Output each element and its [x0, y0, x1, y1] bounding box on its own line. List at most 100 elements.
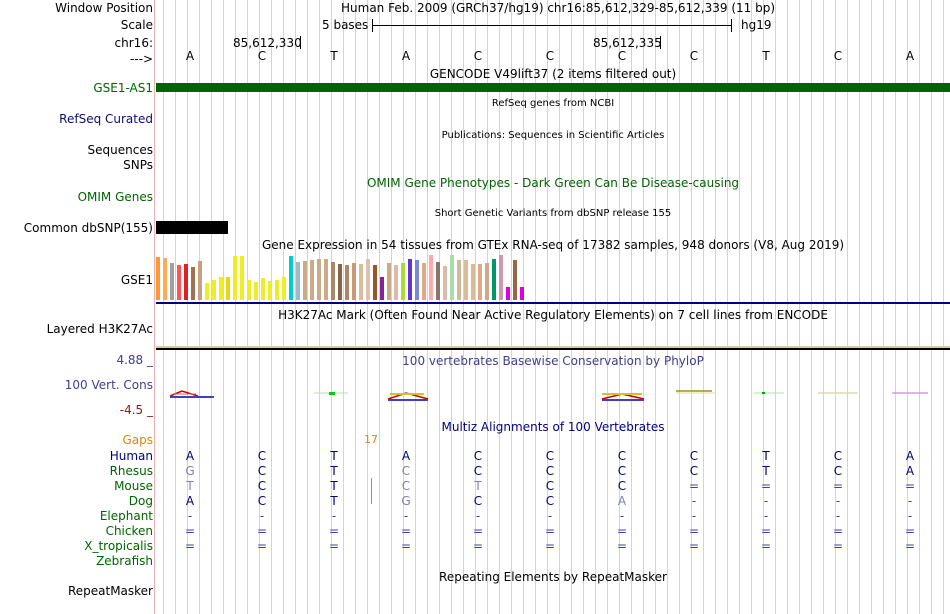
gtex-tissue-bar[interactable] — [506, 287, 510, 300]
species-label[interactable]: Rhesus — [109, 464, 153, 478]
gtex-tissue-bar[interactable] — [492, 259, 496, 300]
gtex-tissue-bar[interactable] — [380, 277, 384, 300]
multiz-track-title[interactable]: Multiz Alignments of 100 Vertebrates — [441, 420, 665, 434]
gtex-tissue-bar[interactable] — [184, 264, 188, 300]
gtex-tissue-bar[interactable] — [303, 261, 307, 300]
phylop-track-label[interactable]: 100 Vert. Cons — [64, 378, 153, 392]
gencode-track-title[interactable]: GENCODE V49lift37 (2 items filtered out) — [429, 67, 677, 81]
grid-line — [379, 0, 380, 614]
gtex-tissue-bar[interactable] — [205, 283, 209, 300]
gtex-tissue-bar[interactable] — [345, 265, 349, 300]
gtex-tissue-bar[interactable] — [352, 263, 356, 300]
repeatmasker-track-label[interactable]: RepeatMasker — [67, 584, 153, 598]
publications-track-title[interactable]: Publications: Sequences in Scientific Ar… — [441, 130, 665, 141]
gtex-tissue-bar[interactable] — [415, 260, 419, 300]
gtex-tissue-bar[interactable] — [310, 260, 314, 300]
species-label[interactable]: Dog — [128, 494, 153, 508]
grid-line — [331, 0, 332, 614]
dbsnp-track-title[interactable]: Short Genetic Variants from dbSNP releas… — [434, 208, 672, 219]
gtex-tissue-bar[interactable] — [247, 280, 251, 300]
alignment-base: = — [472, 524, 484, 538]
alignment-base: - — [835, 494, 841, 508]
gtex-tissue-bar[interactable] — [191, 267, 195, 300]
omim-track-label[interactable]: OMIM Genes — [77, 190, 153, 204]
gtex-tissue-bar[interactable] — [268, 281, 272, 300]
refseq-track-label[interactable]: RefSeq Curated — [59, 112, 153, 126]
alignment-base: - — [547, 509, 553, 523]
grid-line — [415, 0, 416, 614]
gtex-tissue-bar[interactable] — [317, 259, 321, 300]
grid-line — [439, 0, 440, 614]
gtex-tissue-bar[interactable] — [373, 265, 377, 300]
gtex-tissue-bar[interactable] — [443, 266, 447, 300]
dbsnp-variant-block[interactable] — [156, 221, 228, 234]
gtex-tissue-bar[interactable] — [450, 255, 454, 300]
reference-base: C — [257, 49, 267, 63]
gtex-track-label[interactable]: GSE1 — [120, 273, 153, 287]
gtex-tissue-bar[interactable] — [275, 280, 279, 300]
grid-line — [427, 0, 428, 614]
gtex-tissue-bar[interactable] — [513, 260, 517, 300]
gtex-tissue-bar[interactable] — [324, 259, 328, 300]
gtex-tissue-bar[interactable] — [499, 255, 503, 300]
gtex-tissue-bar[interactable] — [485, 263, 489, 300]
species-label[interactable]: Chicken — [105, 524, 153, 538]
publications-track-label[interactable]: Sequences — [87, 143, 153, 157]
dbsnp-track-label[interactable]: Common dbSNP(155) — [23, 221, 153, 235]
gtex-tissue-bar[interactable] — [177, 265, 181, 300]
gtex-tissue-bar[interactable] — [436, 262, 440, 300]
gtex-tissue-bar[interactable] — [289, 256, 293, 300]
gtex-tissue-bar[interactable] — [212, 280, 216, 300]
gtex-tissue-bar[interactable] — [422, 263, 426, 300]
gtex-tissue-bar[interactable] — [170, 263, 174, 300]
grid-line — [211, 0, 212, 614]
gtex-tissue-bar[interactable] — [457, 260, 461, 300]
gtex-tissue-bar[interactable] — [471, 264, 475, 300]
grid-line — [811, 0, 812, 614]
gtex-tissue-bar[interactable] — [240, 256, 244, 300]
gtex-tissue-bar[interactable] — [408, 259, 412, 300]
alignment-base: G — [401, 494, 411, 508]
gtex-tissue-bar[interactable] — [331, 262, 335, 300]
gtex-tissue-bar[interactable] — [478, 264, 482, 300]
repeatmasker-track-title[interactable]: Repeating Elements by RepeatMasker — [439, 570, 667, 584]
species-label[interactable]: Zebrafish — [96, 554, 153, 568]
refseq-track-title[interactable]: RefSeq genes from NCBI — [491, 98, 615, 109]
species-label[interactable]: Elephant — [99, 509, 153, 523]
h3k27ac-track-label[interactable]: Layered H3K27Ac — [46, 322, 153, 336]
h3k27ac-track-title[interactable]: H3K27Ac Mark (Often Found Near Active Re… — [278, 308, 828, 322]
gtex-tissue-bar[interactable] — [520, 287, 524, 300]
gse1-as1-gene-bar[interactable] — [156, 83, 950, 92]
gtex-tissue-bar[interactable] — [261, 278, 265, 300]
species-label[interactable]: Mouse — [114, 479, 153, 493]
grid-line — [259, 0, 260, 614]
gtex-tissue-bar[interactable] — [359, 264, 363, 300]
gtex-tissue-bar[interactable] — [401, 263, 405, 300]
omim-track-title[interactable]: OMIM Gene Phenotypes - Dark Green Can Be… — [366, 176, 740, 190]
grid-line — [343, 0, 344, 614]
gtex-tissue-bar[interactable] — [226, 277, 230, 300]
gtex-tissue-bar[interactable] — [198, 261, 202, 300]
gencode-track-label[interactable]: GSE1-AS1 — [93, 81, 153, 95]
gtex-tissue-bar[interactable] — [163, 258, 167, 300]
gtex-tissue-bar[interactable] — [282, 277, 286, 300]
scale-bar-right-tick — [731, 19, 732, 32]
gtex-tissue-bar[interactable] — [233, 256, 237, 300]
gtex-tissue-bar[interactable] — [254, 282, 258, 300]
species-label[interactable]: X_tropicalis — [84, 539, 153, 553]
snps-track-label[interactable]: SNPs — [123, 158, 153, 172]
gtex-tissue-bar[interactable] — [338, 264, 342, 300]
gtex-tissue-bar[interactable] — [387, 263, 391, 300]
gtex-track-title[interactable]: Gene Expression in 54 tissues from GTEx … — [261, 238, 845, 252]
gtex-tissue-bar[interactable] — [394, 265, 398, 300]
gtex-tissue-bar[interactable] — [464, 260, 468, 300]
alignment-base: - — [331, 509, 337, 523]
gtex-tissue-bar[interactable] — [219, 277, 223, 300]
species-label[interactable]: Human — [109, 449, 153, 463]
phylop-track-title[interactable]: 100 vertebrates Basewise Conservation by… — [402, 354, 704, 368]
grid-line — [367, 0, 368, 614]
gtex-tissue-bar[interactable] — [429, 255, 433, 300]
gtex-tissue-bar[interactable] — [296, 262, 300, 300]
gtex-tissue-bar[interactable] — [366, 259, 370, 300]
gtex-tissue-bar[interactable] — [156, 257, 160, 300]
